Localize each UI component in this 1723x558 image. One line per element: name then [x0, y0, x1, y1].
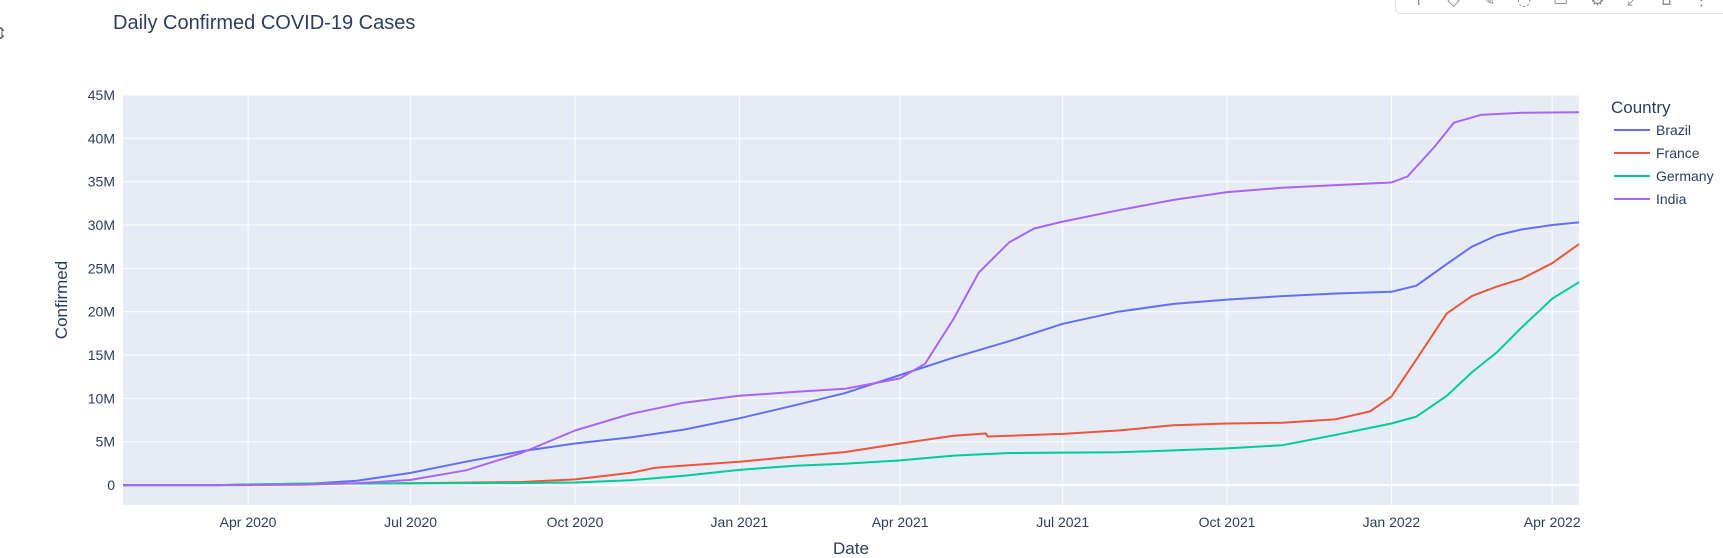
y-tick-label: 40M [88, 130, 115, 146]
legend-item-france[interactable]: France [1656, 145, 1700, 161]
legend-item-brazil[interactable]: Brazil [1656, 122, 1691, 138]
x-tick-label: Apr 2020 [220, 514, 277, 530]
legend: Country Brazil France Germany India [1611, 98, 1714, 207]
lasso-select-icon[interactable]: ◌ [1517, 0, 1531, 8]
series-line-france[interactable] [123, 243, 1580, 487]
zoom-icon[interactable]: ◇ [1447, 0, 1459, 8]
x-tick-label: Oct 2021 [1199, 514, 1256, 530]
modebar: ↑ ◇ ✎ ◌ ▭ ⚙ ⤢ ⌂ ⋮ [1395, 0, 1723, 14]
y-tick-label: 30M [88, 217, 115, 233]
plot-area[interactable] [123, 95, 1579, 505]
pan-icon[interactable]: ✎ [1482, 0, 1495, 8]
y-tick-label: 0 [107, 477, 115, 493]
reset-icon[interactable]: ⌂ [1661, 0, 1671, 8]
gridlines [123, 94, 1579, 505]
y-tick-label: 10M [88, 390, 115, 406]
series-line-india[interactable] [123, 111, 1580, 487]
x-tick-label: Jan 2021 [711, 514, 769, 530]
x-axis-ticks: Apr 2020 Jul 2020 Oct 2020 Jan 2021 Apr 2021… [220, 514, 1581, 530]
legend-item-india[interactable]: India [1656, 191, 1687, 207]
y-tick-label: 20M [88, 304, 115, 320]
y-axis-label: Confirmed [52, 261, 71, 339]
x-tick-label: Jul 2021 [1036, 514, 1089, 530]
y-axis-ticks: 0 5M 10M 15M 20M 25M 30M 35M 40M 45M [88, 87, 115, 493]
y-tick-label: 25M [88, 260, 115, 276]
x-tick-label: Apr 2022 [1524, 514, 1581, 530]
legend-item-germany[interactable]: Germany [1656, 168, 1714, 184]
camera-icon[interactable]: ↑ [1412, 0, 1425, 8]
x-tick-label: Jan 2022 [1363, 514, 1421, 530]
x-axis-label: Date [833, 539, 869, 558]
y-tick-label: 15M [88, 347, 115, 363]
y-tick-label: 45M [88, 87, 115, 103]
menu-icon[interactable]: ⇕ [0, 24, 8, 43]
chart-title: Daily Confirmed COVID-19 Cases [113, 12, 415, 34]
x-tick-label: Jul 2020 [384, 514, 437, 530]
series-line-germany[interactable] [123, 281, 1580, 487]
x-tick-label: Apr 2021 [872, 514, 929, 530]
autoscale-icon[interactable]: ⤢ [1627, 0, 1640, 8]
series-line-brazil[interactable] [123, 221, 1580, 487]
settings-icon[interactable]: ⚙ [1590, 0, 1604, 8]
legend-title: Country [1611, 98, 1671, 117]
series-lines [123, 111, 1580, 487]
y-tick-label: 5M [96, 434, 115, 450]
box-select-icon[interactable]: ▭ [1553, 0, 1568, 8]
more-icon[interactable]: ⋮ [1694, 0, 1710, 8]
y-tick-label: 35M [88, 174, 115, 190]
x-tick-label: Oct 2020 [547, 514, 604, 530]
